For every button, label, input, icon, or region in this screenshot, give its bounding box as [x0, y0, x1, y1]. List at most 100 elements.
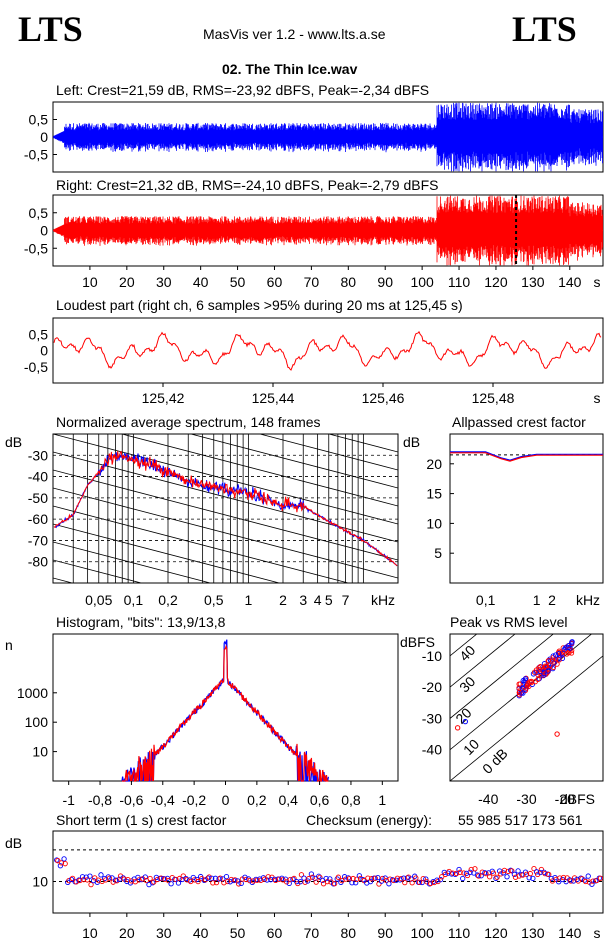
- short-term-crest-point: [372, 875, 378, 881]
- short-term-crest-point: [434, 877, 440, 883]
- peak-vs-rms-crest-line: [450, 634, 593, 751]
- spectrum-slope-line: [53, 487, 398, 579]
- peak-vs-rms-point: [531, 669, 538, 675]
- short-term-crest-point: [135, 874, 141, 880]
- peak-vs-rms-point: [564, 651, 570, 657]
- left-waveform-title: Left: Crest=21,59 dB, RMS=-23,92 dBFS, P…: [56, 82, 429, 98]
- short-term-crest-point: [442, 871, 449, 878]
- short-term-crest-point: [356, 873, 363, 879]
- short-term-crest-point: [420, 875, 426, 882]
- short-term-crest-point: [523, 871, 530, 877]
- checksum-label: Checksum (energy):: [306, 812, 432, 828]
- allpassed-ylabel: dB: [403, 434, 420, 450]
- short-term-crest-xlabel: 130: [521, 925, 545, 941]
- short-term-crest-point: [516, 873, 522, 879]
- histogram-xlabel: 0: [222, 792, 230, 808]
- spectrum-xlabel: 0,1: [124, 592, 144, 608]
- short-term-crest-point: [456, 866, 462, 873]
- short-term-crest-point: [147, 875, 153, 882]
- short-term-crest-point: [579, 876, 585, 882]
- short-term-crest-point: [589, 881, 595, 887]
- histogram-left-curve: [121, 639, 329, 782]
- short-term-crest-point: [142, 874, 148, 880]
- short-term-crest-point: [452, 871, 458, 877]
- short-term-crest-point: [386, 881, 392, 887]
- short-term-crest-point: [261, 876, 268, 882]
- short-term-crest-point: [138, 876, 145, 883]
- short-term-crest-point: [378, 878, 385, 884]
- short-term-crest-point: [408, 876, 414, 882]
- short-term-crest-point: [223, 873, 230, 880]
- allpassed-crest-xlabel: 2: [548, 592, 556, 608]
- short-term-crest-point: [176, 875, 183, 882]
- short-term-crest-point: [216, 876, 222, 882]
- short-term-crest-point: [87, 873, 93, 879]
- peak-vs-rms-point: [517, 689, 523, 695]
- checksum-value: 55 985 517 173 561: [458, 812, 583, 828]
- short-term-crest-point: [210, 880, 216, 886]
- short-term-crest-point: [567, 877, 573, 883]
- short-term-crest-xunit: s: [594, 925, 601, 941]
- time-axis-label: 30: [156, 274, 172, 290]
- short-term-crest-point: [250, 878, 257, 884]
- peak-vs-rms-crest-line: [450, 634, 516, 688]
- short-term-crest-point: [77, 877, 83, 884]
- short-term-crest-point: [487, 874, 493, 880]
- short-term-crest-xlabel: 60: [267, 925, 283, 941]
- short-term-crest-xlabel: 50: [230, 925, 246, 941]
- spectrum-xlabel: 2: [279, 592, 287, 608]
- spectrum-xunit: kHz: [371, 592, 395, 608]
- short-term-crest-point: [590, 878, 596, 884]
- short-term-crest-point: [232, 877, 238, 883]
- allpassed-crest-ytick: 10: [426, 515, 442, 531]
- histogram-ylabel: n: [5, 637, 13, 653]
- spectrum-slope-line: [53, 541, 212, 583]
- peak-vs-rms-crest-label: 30: [456, 673, 478, 695]
- short-term-crest-point: [416, 879, 423, 886]
- short-term-crest-point: [527, 870, 533, 877]
- spectrum-xlabel: 0,2: [158, 592, 178, 608]
- spectrum-ytick: -30: [28, 447, 48, 463]
- spectrum-slope-line: [120, 434, 398, 507]
- histogram-xlabel: 0,4: [278, 792, 298, 808]
- short-term-crest-point: [375, 874, 381, 881]
- short-term-crest-point: [302, 879, 308, 885]
- allpassed-crest-ytick: 5: [434, 545, 442, 561]
- short-term-crest-point: [335, 874, 341, 880]
- peak-vs-rms-point: [556, 648, 562, 654]
- left-waveform-ytick: 0: [40, 129, 48, 145]
- short-term-crest-point: [58, 860, 65, 866]
- short-term-crest-point: [158, 875, 164, 881]
- time-axis-label: 50: [230, 274, 246, 290]
- peak-vs-rms-point: [525, 680, 531, 686]
- histogram-xlabel: 1: [378, 792, 386, 808]
- short-term-crest-point: [313, 879, 319, 885]
- app-title: MasVis ver 1.2 - www.lts.a.se: [203, 26, 386, 42]
- short-term-crest-point: [331, 880, 338, 887]
- short-term-crest-point: [511, 871, 518, 877]
- spectrum-slope-line: [327, 434, 398, 453]
- short-term-crest-point: [533, 869, 540, 875]
- time-axis-label: 140: [558, 274, 582, 290]
- short-term-crest-xlabel: 70: [304, 925, 320, 941]
- peak-vs-rms-crest-lines: [450, 634, 603, 781]
- logo-right: LTS: [512, 9, 577, 49]
- peak-vs-rms-point: [454, 725, 461, 731]
- short-term-crest-point: [472, 866, 478, 872]
- short-term-crest-point: [260, 875, 267, 881]
- short-term-crest-point: [105, 874, 112, 880]
- spectrum-xlabel: 3: [299, 592, 307, 608]
- allpassed-crest-left-curve: [450, 451, 603, 461]
- file-title: 02. The Thin Ice.wav: [222, 61, 358, 77]
- short-term-crest-point: [106, 875, 113, 881]
- loudest-part-ytick: -0,5: [24, 359, 48, 375]
- short-term-crest-point: [423, 876, 429, 882]
- peak-vs-rms-ytick: -20: [422, 679, 442, 695]
- short-term-crest-point: [537, 869, 543, 876]
- spectrum-ytick: -60: [28, 511, 48, 527]
- short-term-crest-point: [213, 879, 220, 886]
- right-waveform-title: Right: Crest=21,32 dB, RMS=-24,10 dBFS, …: [56, 177, 438, 193]
- time-axis-label: 10: [82, 274, 98, 290]
- short-term-crest-point: [575, 878, 581, 884]
- short-term-crest-point: [585, 873, 591, 879]
